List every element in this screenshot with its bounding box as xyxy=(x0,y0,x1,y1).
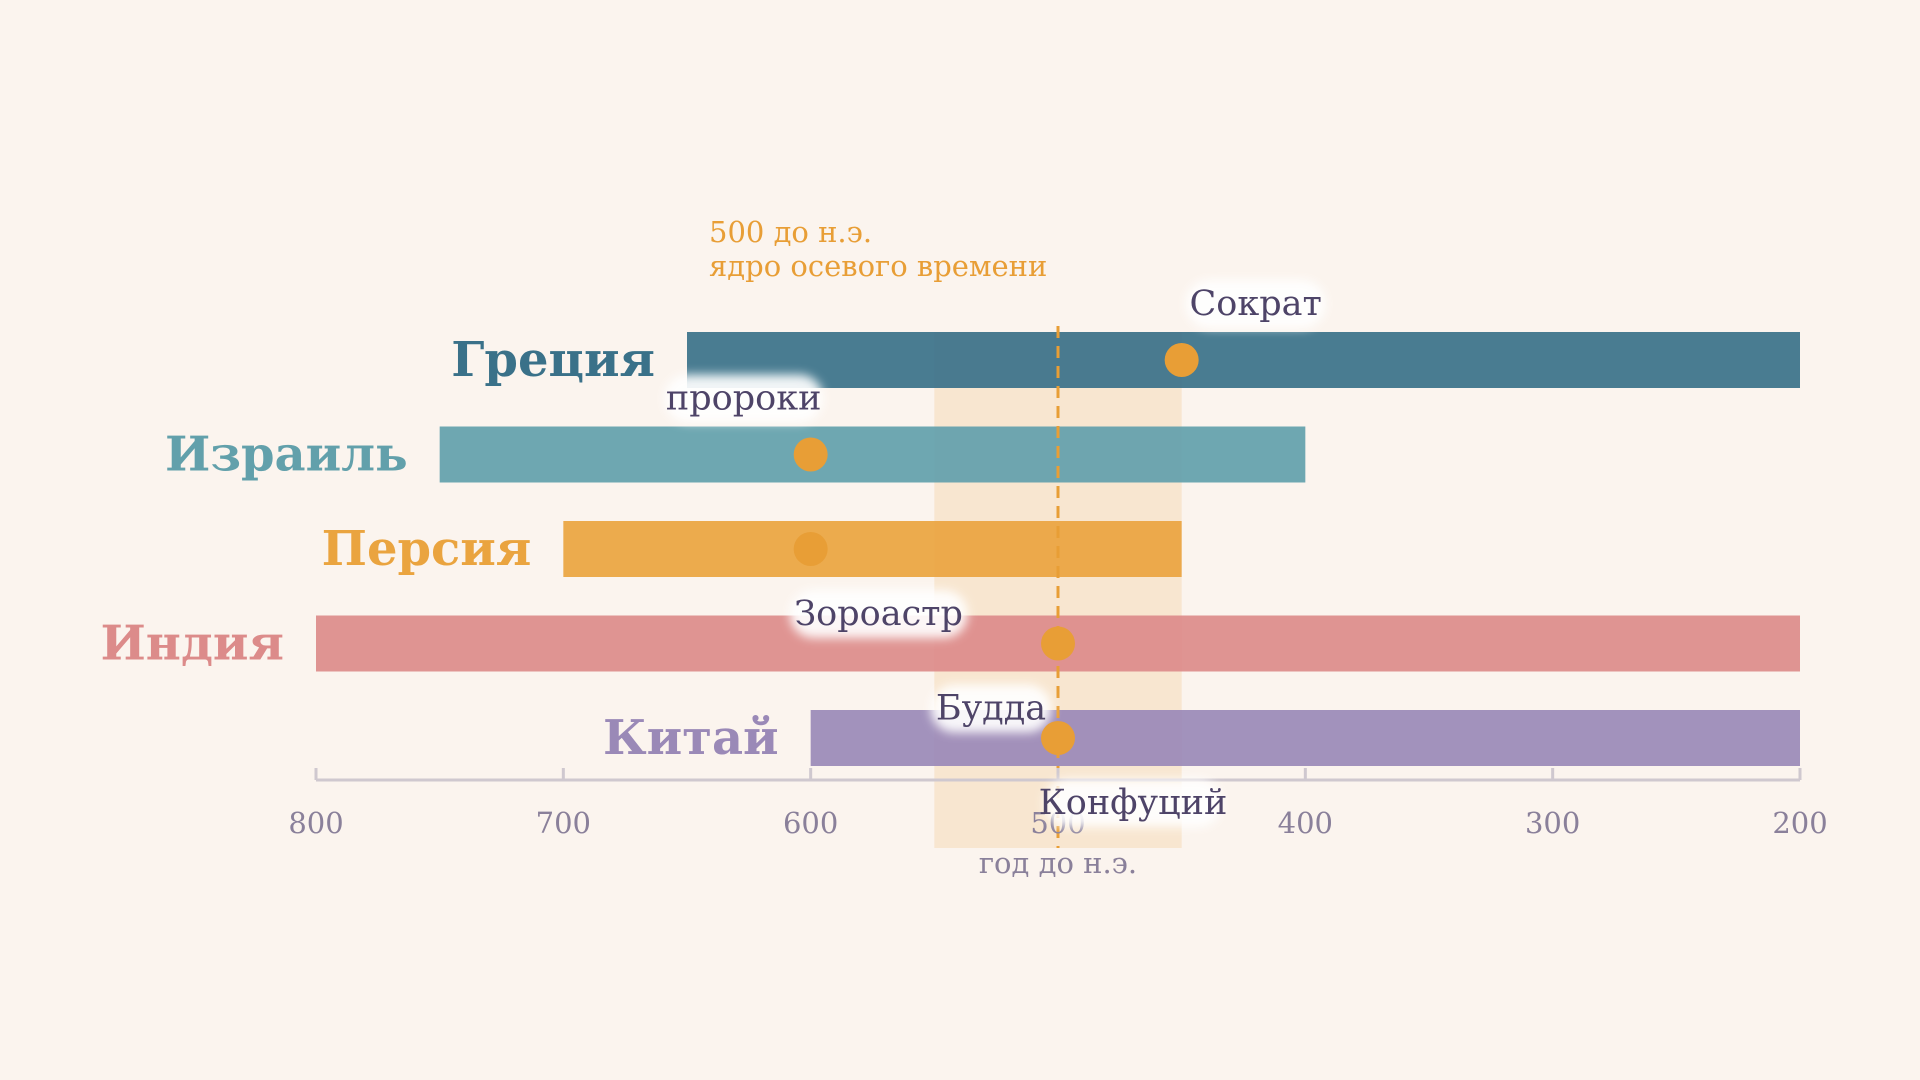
marker-group-пророки: пророки xyxy=(664,374,828,472)
region-labels: Греция Израиль Персия Индия Китай xyxy=(100,332,778,766)
marker-group-конфуций: Конфуций xyxy=(1039,721,1228,827)
x-axis-title: год до н.э. xyxy=(979,846,1137,880)
figure-label-сократ: Сократ xyxy=(1189,284,1321,324)
figure-label-будда: Будда xyxy=(936,689,1046,729)
x-tick-label: 800 xyxy=(288,806,343,840)
marker-зороастр xyxy=(793,532,828,566)
region-label-израиль: Израиль xyxy=(165,427,408,483)
figure-label-зороастр: Зороастр xyxy=(794,594,963,634)
marker-group-будда: Будда xyxy=(930,626,1075,733)
x-tick-label: 700 xyxy=(536,806,591,840)
marker-сократ xyxy=(1164,343,1199,377)
region-label-китай: Китай xyxy=(603,710,779,766)
bar-греция xyxy=(687,332,1800,388)
x-axis: 800700600500400300200 xyxy=(288,768,1828,840)
reference-annotation: 500 до н.э. ядро осевого времени xyxy=(709,215,1047,283)
marker-пророки xyxy=(793,437,828,472)
markers-layer: Сократ пророки Зороастр Будда Конфуций xyxy=(664,280,1326,827)
figure-label-halo xyxy=(1044,779,1222,827)
figure-label-halo xyxy=(1185,280,1326,328)
marker-будда xyxy=(1041,626,1075,661)
bar-персия xyxy=(563,521,1182,577)
figure-label-конфуций: Конфуций xyxy=(1039,783,1228,823)
region-label-индия: Индия xyxy=(100,616,284,672)
marker-group-зороастр: Зороастр xyxy=(789,532,968,638)
region-label-греция: Греция xyxy=(451,332,655,388)
marker-group-сократ: Сократ xyxy=(1164,280,1326,377)
figure-label-halo xyxy=(789,590,968,638)
reference-annotation-line: 500 до н.э. xyxy=(709,215,872,249)
region-label-персия: Персия xyxy=(322,521,532,577)
x-tick-label: 300 xyxy=(1525,806,1580,840)
marker-конфуций xyxy=(1041,721,1075,755)
figure-label-halo xyxy=(664,374,824,423)
reference-annotation-line: ядро осевого времени xyxy=(709,249,1047,283)
figure-label-пророки: пророки xyxy=(666,379,821,419)
bar-израиль xyxy=(439,426,1306,483)
figure-label-halo xyxy=(930,684,1052,733)
x-tick-label: 200 xyxy=(1772,806,1827,840)
x-tick-label: 600 xyxy=(783,806,838,840)
x-tick-label: 400 xyxy=(1278,806,1333,840)
